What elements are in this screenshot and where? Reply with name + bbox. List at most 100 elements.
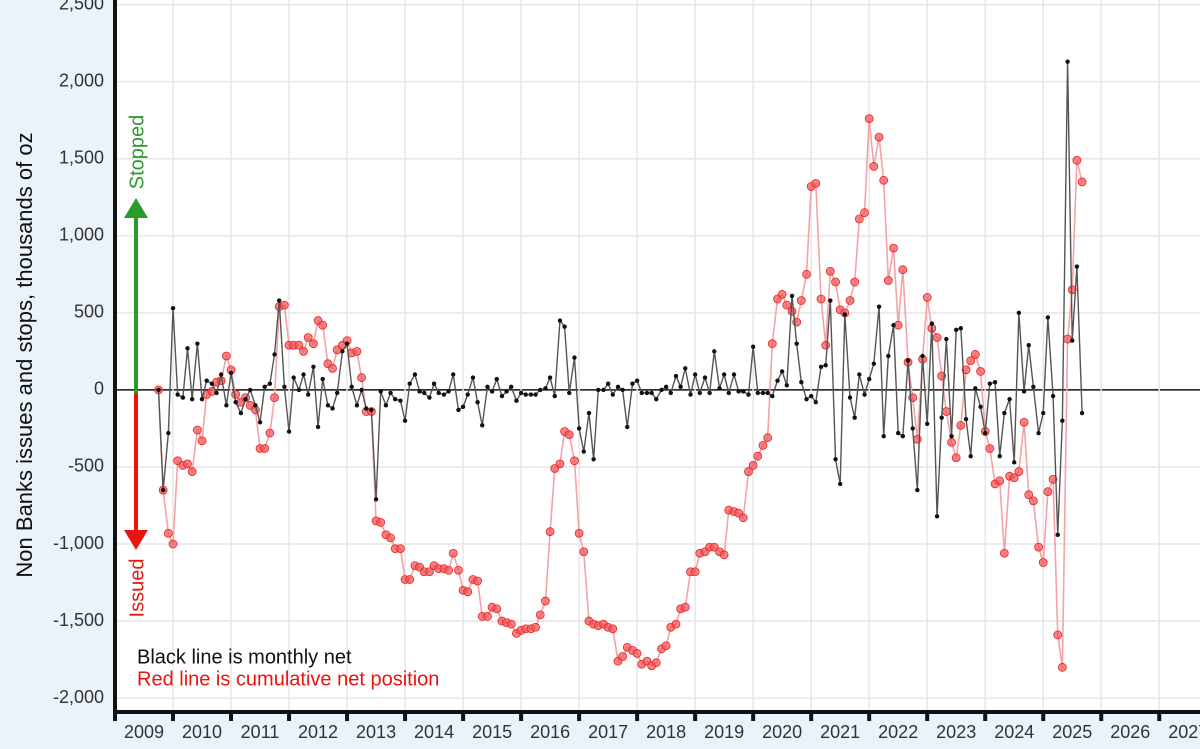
data-point <box>1063 334 1072 344</box>
data-point <box>845 296 855 305</box>
data-point <box>947 437 956 447</box>
data-point <box>668 390 673 396</box>
data-point <box>712 349 717 354</box>
data-point <box>386 533 395 543</box>
data-point <box>282 384 287 390</box>
data-point <box>562 324 567 329</box>
data-point <box>267 381 273 386</box>
data-point <box>1002 410 1007 416</box>
data-point <box>997 453 1002 459</box>
data-point <box>876 304 882 309</box>
data-point <box>393 396 398 402</box>
data-point <box>567 390 572 396</box>
data-point <box>473 576 482 586</box>
data-point <box>305 392 311 397</box>
data-point <box>999 548 1009 558</box>
data-point <box>813 400 819 405</box>
data-point <box>451 372 456 377</box>
x-tick-label: 2013 <box>356 722 396 742</box>
data-point <box>886 353 891 359</box>
data-point <box>311 364 316 369</box>
data-point <box>572 355 577 360</box>
data-point <box>218 372 224 377</box>
data-point <box>847 395 853 400</box>
data-point <box>499 393 505 399</box>
series-line <box>157 61 1083 535</box>
y-tick-label: -2,000 <box>53 687 104 707</box>
data-point <box>564 430 574 439</box>
data-point <box>895 430 901 436</box>
data-point <box>985 444 995 453</box>
data-point <box>224 403 229 408</box>
data-point <box>398 398 403 403</box>
data-point <box>280 300 289 310</box>
data-point <box>857 372 862 377</box>
x-tick-label: 2017 <box>588 722 628 742</box>
data-point <box>891 322 896 328</box>
data-point <box>651 658 661 668</box>
data-point <box>247 387 253 393</box>
data-point <box>480 423 485 428</box>
data-point <box>618 652 628 661</box>
x-tick-label: 2024 <box>994 722 1034 742</box>
data-point <box>995 476 1005 486</box>
data-point <box>425 567 434 577</box>
data-point <box>968 453 973 459</box>
data-point <box>649 390 654 396</box>
y-tick-label: -500 <box>68 456 104 476</box>
data-point <box>632 649 642 658</box>
note-red: Red line is cumulative net position <box>137 668 439 690</box>
data-point <box>1050 393 1056 399</box>
data-point <box>494 376 499 382</box>
x-tick-label: 2022 <box>878 722 918 742</box>
data-point <box>688 392 693 397</box>
data-point <box>934 514 940 519</box>
data-point <box>197 436 207 446</box>
x-tick-label: 2019 <box>704 722 744 742</box>
grid <box>114 0 1200 712</box>
data-point <box>842 312 848 317</box>
data-point <box>460 404 466 410</box>
data-point <box>204 378 209 383</box>
data-point <box>1057 662 1067 672</box>
data-point <box>286 429 292 434</box>
x-tick-label: 2021 <box>820 722 860 742</box>
data-point <box>156 387 161 393</box>
data-point <box>889 243 898 253</box>
data-point <box>1041 410 1046 416</box>
data-point <box>299 346 308 356</box>
data-point <box>818 364 824 369</box>
data-point <box>1065 59 1070 64</box>
data-point <box>731 372 737 377</box>
data-point <box>543 386 548 391</box>
data-point <box>325 403 331 408</box>
data-point <box>883 276 893 285</box>
x-tick-label: 2026 <box>1110 722 1150 742</box>
x-tick-label: 2016 <box>530 722 570 742</box>
data-point <box>417 389 422 394</box>
data-point <box>659 387 664 393</box>
data-point <box>1043 487 1053 497</box>
data-point <box>625 424 630 430</box>
data-point <box>294 340 304 350</box>
data-point <box>303 333 313 342</box>
data-point <box>680 602 690 612</box>
data-point <box>535 610 545 620</box>
data-point <box>915 487 920 493</box>
data-point <box>973 386 978 391</box>
data-point <box>1024 490 1034 500</box>
data-point <box>900 433 906 439</box>
data-point <box>270 393 279 403</box>
data-point <box>767 339 777 349</box>
data-point <box>978 404 983 410</box>
data-point <box>661 641 671 651</box>
data-point <box>654 396 659 402</box>
data-point <box>531 622 541 632</box>
data-point <box>376 518 386 527</box>
data-point <box>352 346 362 356</box>
data-point <box>309 339 318 349</box>
data-point <box>871 361 877 366</box>
data-point <box>1067 285 1077 295</box>
issued-arrow-head <box>124 530 148 550</box>
